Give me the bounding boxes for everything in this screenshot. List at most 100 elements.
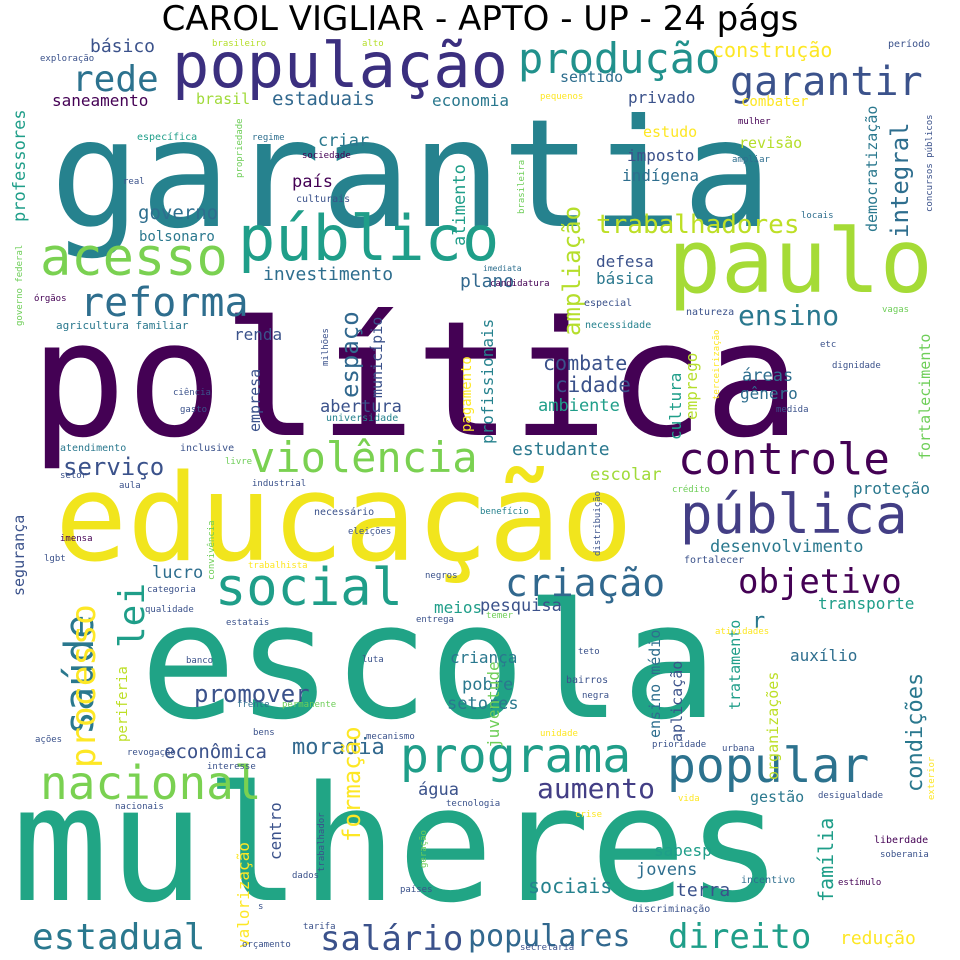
word-atividades: atividades bbox=[715, 627, 770, 637]
word-tarifa: tarifa bbox=[303, 922, 336, 932]
word-lei: lei bbox=[112, 582, 153, 648]
word-direito: direito bbox=[668, 917, 812, 957]
word-alto: alto bbox=[362, 39, 384, 49]
word-organizacoes: organizações bbox=[764, 671, 782, 780]
word-gasto: gasto bbox=[180, 405, 208, 415]
word-credito: crédito bbox=[672, 485, 710, 495]
word-pobre: pobre bbox=[462, 675, 514, 695]
word-desenvolvimento: desenvolvimento bbox=[710, 537, 864, 557]
word-etc: etc bbox=[820, 340, 837, 350]
word-brasil: brasil bbox=[196, 90, 251, 108]
word-desigualdade: desigualdade bbox=[818, 791, 884, 801]
word-crise: crise bbox=[575, 810, 603, 820]
word-banco: banco bbox=[186, 656, 214, 666]
word-sociais: sociais bbox=[528, 874, 613, 898]
word-livre: livre bbox=[225, 457, 253, 467]
word-reforma: reforma bbox=[80, 280, 249, 326]
word-cidade: cidade bbox=[555, 373, 631, 397]
word-brasileiro: brasileiro bbox=[212, 39, 267, 49]
word-especial: especial bbox=[584, 298, 633, 309]
word-pais: país bbox=[292, 172, 333, 192]
word-terra: terra bbox=[676, 880, 731, 901]
word-formacao: formação bbox=[338, 726, 366, 842]
word-empresa: empresa bbox=[246, 368, 264, 432]
word-vagas: vagas bbox=[882, 305, 910, 315]
word-ampliacao: ampliação bbox=[558, 205, 586, 336]
word-exterior: exterior bbox=[927, 756, 937, 800]
word-areas: áreas bbox=[742, 366, 794, 386]
word-seguranca: segurança bbox=[10, 514, 28, 596]
word-industrial: industrial bbox=[252, 479, 307, 489]
word-bens: bens bbox=[253, 728, 275, 738]
word-garantia: garantia bbox=[50, 88, 773, 262]
word-professores: professores bbox=[10, 109, 30, 222]
word-tecnologia: tecnologia bbox=[446, 799, 501, 809]
word-producao: produção bbox=[518, 34, 721, 83]
word-orgaos: órgãos bbox=[34, 294, 67, 304]
word-revisao: revisão bbox=[739, 134, 803, 152]
word-ampliar: ampliar bbox=[732, 155, 770, 165]
word-agua: água bbox=[418, 780, 459, 800]
word-jovens: jovens bbox=[636, 860, 698, 880]
word-juventude: juventude bbox=[484, 661, 503, 748]
word-distribuicao: distribuição bbox=[593, 490, 603, 556]
word-culturais: culturais bbox=[296, 194, 351, 205]
word-real: real bbox=[123, 177, 145, 187]
word-soberania: soberania bbox=[880, 850, 929, 860]
word-inclusive: inclusive bbox=[180, 443, 235, 454]
word-garantir: garantir bbox=[730, 59, 923, 105]
word-propriedade: propriedade bbox=[235, 118, 245, 178]
word-imposto: imposto bbox=[627, 146, 695, 165]
word-familia: família bbox=[814, 817, 838, 902]
word-estadual: estadual bbox=[32, 917, 206, 958]
word-ciencia: ciência bbox=[173, 388, 211, 398]
word-natureza: natureza bbox=[686, 307, 735, 318]
word-especifica: específica bbox=[137, 132, 198, 143]
word-indigena: indígena bbox=[622, 166, 700, 185]
word-atendimento: atendimento bbox=[60, 443, 127, 454]
word-gestao: gestão bbox=[750, 788, 805, 806]
word-meios: meios bbox=[434, 598, 483, 617]
word-transporte: transporte bbox=[818, 594, 915, 613]
word-imediata: imediata bbox=[483, 264, 522, 273]
word-fortalecer: fortalecer bbox=[684, 555, 745, 566]
word-negros: negros bbox=[425, 571, 458, 581]
word-servico: serviço bbox=[63, 453, 165, 481]
word-qualidade: qualidade bbox=[145, 605, 194, 615]
word-popular: popular bbox=[667, 738, 870, 794]
word-ambiente: ambiente bbox=[538, 396, 620, 416]
word-vida: vida bbox=[678, 794, 700, 804]
word-genero: gênero bbox=[740, 384, 798, 403]
word-setores: setores bbox=[447, 694, 519, 714]
word-paises: países bbox=[400, 885, 433, 895]
word-saneamento: saneamento bbox=[52, 91, 149, 110]
word-geracao: geração bbox=[419, 830, 429, 868]
word-luta: luta bbox=[362, 655, 384, 665]
word-valorizacao: valorização bbox=[234, 842, 253, 948]
word-temer: temer bbox=[486, 611, 514, 621]
word-mulheres: mulheres bbox=[12, 751, 783, 938]
word-reducao: redução bbox=[840, 928, 916, 949]
word-escola: escola bbox=[140, 568, 718, 755]
word-nacional: nacional bbox=[40, 756, 262, 810]
word-paulo: paulo bbox=[668, 210, 933, 313]
word-dignidade: dignidade bbox=[832, 361, 881, 371]
word-pagamento: pagamento bbox=[459, 356, 475, 432]
word-unidade: unidade bbox=[540, 729, 578, 739]
word-terceirizacao: terceirização bbox=[712, 329, 722, 400]
word-lucro: lucro bbox=[152, 563, 204, 583]
word-urbana: urbana bbox=[722, 744, 755, 754]
word-trabalhadores: trabalhadores bbox=[596, 210, 800, 240]
word-basica: básica bbox=[596, 269, 654, 288]
word-interesse: interesse bbox=[207, 762, 256, 772]
word-imensa: imensa bbox=[60, 534, 93, 544]
word-rede: rede bbox=[72, 59, 159, 100]
word-mecanismo: mecanismo bbox=[366, 732, 415, 742]
word-criacao: criação bbox=[505, 561, 666, 605]
word-exploracao: exploração bbox=[40, 54, 95, 64]
word-combate: combate bbox=[543, 351, 628, 375]
word-publica: pública bbox=[680, 483, 908, 546]
word-bairros: bairros bbox=[566, 675, 609, 686]
word-beneficio: benefício bbox=[480, 507, 529, 517]
word-alimento: alimento bbox=[450, 164, 470, 246]
